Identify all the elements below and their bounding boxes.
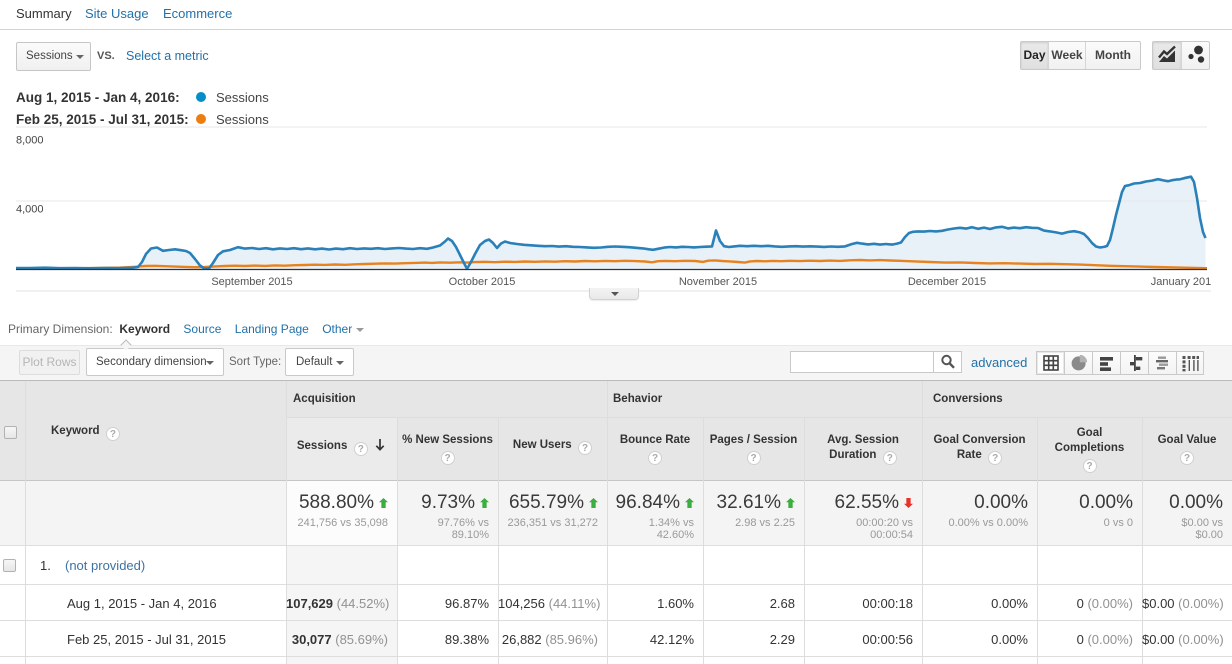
svg-text:October 2015: October 2015 <box>449 276 516 288</box>
svg-text:8,000: 8,000 <box>16 135 44 147</box>
svg-text:December 2015: December 2015 <box>908 276 986 288</box>
svg-text:4,000: 4,000 <box>16 204 44 216</box>
svg-text:September 2015: September 2015 <box>211 276 292 288</box>
svg-text:November 2015: November 2015 <box>679 276 757 288</box>
svg-text:January 201: January 201 <box>1151 276 1212 288</box>
